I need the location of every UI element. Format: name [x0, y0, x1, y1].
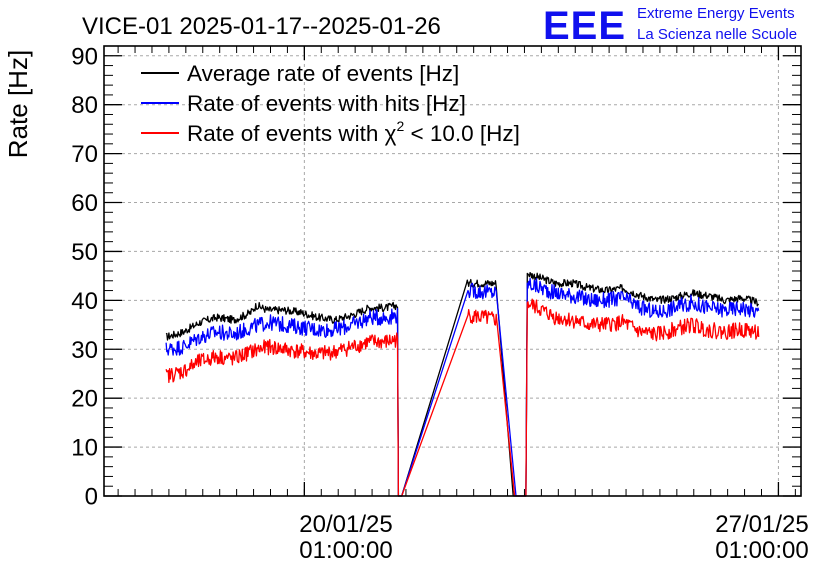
legend-label-average: Average rate of events [Hz]	[187, 61, 459, 86]
y-tick-label: 40	[71, 288, 98, 315]
logo-line-1: Extreme Energy Events	[637, 5, 795, 22]
series-line-2	[165, 298, 760, 497]
grid-lines	[104, 46, 801, 496]
series-layer	[165, 271, 760, 497]
series-line-1	[165, 277, 760, 497]
y-tick-labels: 0 10 20 30 40 50 60 70 80 90	[71, 43, 98, 510]
legend-label-hits: Rate of events with hits [Hz]	[187, 91, 466, 116]
logo-line-2: La Scienza nelle Scuole	[637, 26, 797, 43]
axis-ticks	[104, 45, 801, 497]
legend: Average rate of events [Hz] Rate of even…	[141, 61, 520, 146]
legend-chi2-suffix: < 10.0 [Hz]	[404, 121, 520, 146]
eee-logo: EEE Extreme Energy Events La Scienza nel…	[543, 4, 797, 48]
legend-label-chi2: Rate of events with χ2 < 10.0 [Hz]	[187, 118, 520, 146]
x-tick-label-date: 20/01/25	[299, 511, 392, 538]
chart-title: VICE-01 2025-01-17--2025-01-26	[82, 13, 441, 40]
y-tick-label: 90	[71, 43, 98, 70]
y-tick-label: 70	[71, 141, 98, 168]
x-tick-label-time: 01:00:00	[299, 537, 392, 564]
legend-chi2-greek: χ	[385, 121, 397, 146]
y-tick-label: 60	[71, 190, 98, 217]
y-tick-label: 0	[85, 484, 98, 511]
eee-logo-mark: EEE	[543, 4, 626, 48]
y-axis-label: Rate [Hz]	[3, 50, 33, 158]
y-tick-label: 10	[71, 435, 98, 462]
series-line-0	[165, 271, 760, 497]
x-tick-label-time: 01:00:00	[715, 537, 808, 564]
y-tick-label: 80	[71, 92, 98, 119]
legend-chi2-sup: 2	[396, 118, 404, 134]
x-tick-label-date: 27/01/25	[715, 511, 808, 538]
y-tick-label: 30	[71, 337, 98, 364]
legend-chi2-prefix: Rate of events with	[187, 121, 378, 146]
y-tick-label: 20	[71, 386, 98, 413]
y-tick-label: 50	[71, 239, 98, 266]
